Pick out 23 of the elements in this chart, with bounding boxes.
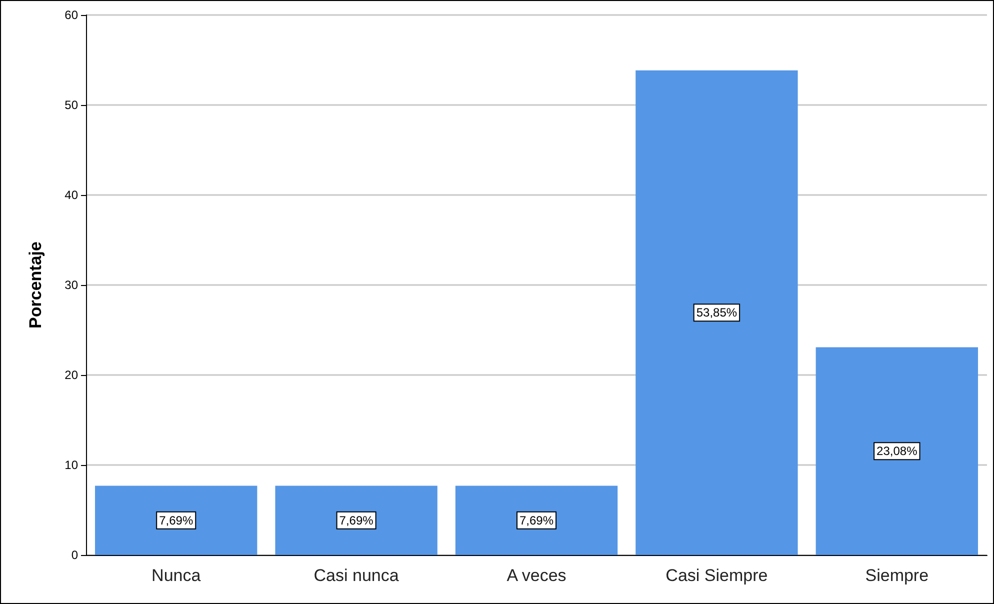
y-tick-label: 40 — [64, 188, 78, 202]
data-label: 7,69% — [159, 513, 194, 528]
data-label: 53,85% — [696, 306, 738, 320]
data-label: 23,08% — [876, 444, 918, 458]
x-tick-label: Nunca — [152, 566, 202, 585]
bar — [455, 486, 618, 555]
x-tick-label: Siempre — [865, 566, 929, 585]
data-label: 7,69% — [519, 513, 554, 528]
y-tick-label: 10 — [64, 458, 78, 472]
y-tick-label: 0 — [71, 548, 78, 562]
y-tick-label: 60 — [64, 8, 78, 22]
y-axis-title: Porcentaje — [26, 242, 45, 328]
y-tick-label: 50 — [64, 98, 78, 112]
x-tick-label: Casi nunca — [314, 566, 400, 585]
x-tick-label: Casi Siempre — [666, 566, 768, 585]
bar — [95, 486, 258, 555]
data-label: 7,69% — [339, 513, 374, 528]
x-tick-label: A veces — [506, 566, 566, 585]
y-tick-label: 30 — [64, 278, 78, 292]
bar — [636, 70, 798, 555]
bar — [816, 347, 978, 555]
y-tick-label: 20 — [64, 368, 78, 382]
bar — [275, 486, 438, 555]
